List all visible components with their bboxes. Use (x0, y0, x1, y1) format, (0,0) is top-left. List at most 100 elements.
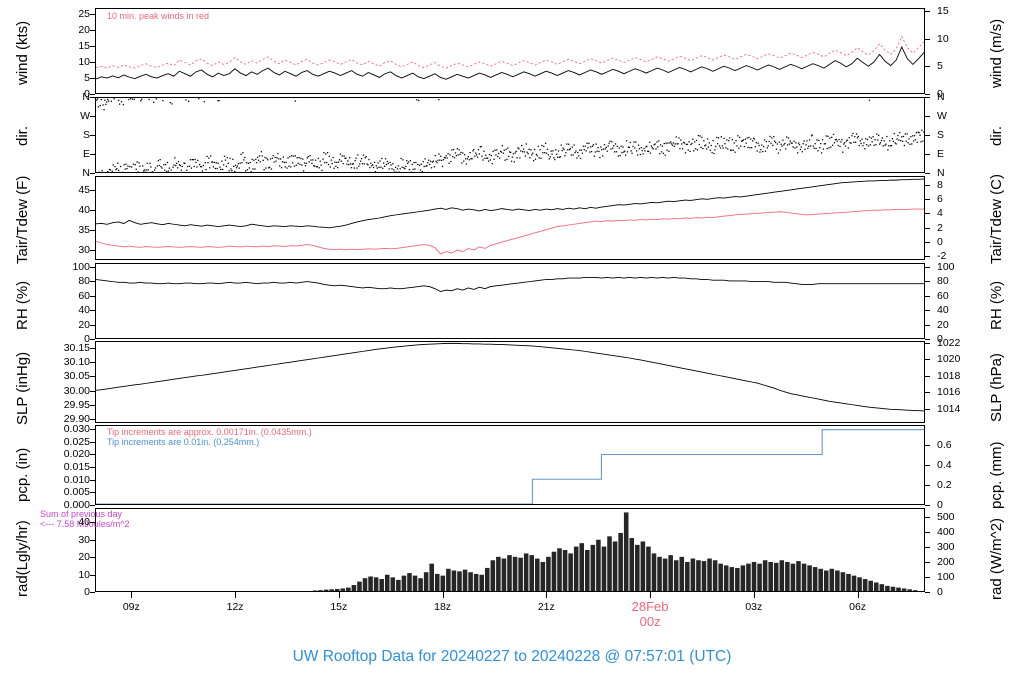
axis-tick-label: 0 (84, 333, 90, 345)
axis-tick-label: 10 (78, 56, 90, 69)
x-axis-tick (442, 592, 444, 598)
axis-tick-label: 40 (78, 204, 90, 216)
axis-tick-mark (90, 116, 95, 117)
axis-tick-mark (925, 135, 930, 136)
pcp-panel (95, 425, 925, 505)
axis-tick-mark (90, 46, 95, 48)
axis-tick-mark (90, 592, 95, 593)
axis-tick-label: 29.95 (63, 398, 90, 411)
axis-tick-label: 0.4 (937, 459, 952, 471)
axis-tick-label: 20 (78, 318, 90, 331)
axis-tick-label: 0 (937, 333, 943, 345)
axis-tick-mark (90, 154, 95, 155)
axis-tick-mark (925, 310, 930, 311)
axis-tick-mark (90, 390, 95, 392)
axis-tick-mark (90, 324, 95, 326)
x-axis-tick (131, 592, 133, 598)
axis-tick-mark (90, 94, 95, 95)
axis-tick-mark (925, 592, 930, 593)
axis-tick-label: 15 (78, 40, 90, 53)
axis-tick-mark (90, 376, 95, 378)
axis-tick-label: 0.2 (937, 479, 952, 491)
dir-plot (96, 98, 924, 172)
axis-tick-label: S (937, 129, 945, 141)
axis-tick-label: 1020 (937, 353, 961, 366)
axis-tick-mark (90, 62, 95, 64)
axis-tick-label: 0 (937, 499, 943, 511)
axis-tick-mark (90, 281, 95, 283)
axis-tick-mark (925, 517, 930, 518)
axis-tick-mark (925, 445, 930, 446)
pcp-left-axis-label: pcp. (in) (14, 447, 31, 503)
x-axis-daybreak-label: 28Feb 00z (615, 599, 685, 630)
axis-tick-label: 30.10 (63, 356, 90, 369)
x-axis-tick (857, 592, 859, 598)
axis-tick-label: 0.025 (63, 435, 90, 448)
axis-tick-mark (90, 454, 95, 456)
axis-tick-label: 15 (937, 4, 949, 17)
rh-trace (96, 276, 924, 292)
axis-tick-mark (90, 230, 95, 231)
axis-tick-mark (90, 557, 95, 558)
axis-tick-label: W (80, 110, 90, 122)
axis-tick-mark (925, 94, 930, 95)
axis-tick-label: 30.15 (63, 342, 90, 355)
axis-tick-mark (925, 38, 930, 40)
daybreak-line1: 28Feb (631, 599, 669, 614)
rh-panel (95, 263, 925, 339)
rad-annotation-line2: <--- 7.58 MJoules/m^2 (40, 519, 130, 529)
axis-tick-mark (90, 522, 95, 523)
axis-tick-label: 100 (937, 260, 955, 273)
axis-tick-mark (925, 66, 930, 68)
axis-tick-mark (925, 173, 930, 174)
axis-tick-label: 20 (78, 24, 90, 37)
rad-left-axis-label: rad(Lgly/hr) (14, 520, 31, 598)
x-axis-tick (753, 592, 755, 598)
dir-right-axis-label: dir. (988, 126, 1005, 147)
axis-tick-label: 5 (937, 60, 943, 73)
axis-tick-label: 30 (78, 533, 90, 546)
axis-tick-label: 0.000 (63, 499, 90, 511)
x-axis-label: 06z (849, 601, 867, 613)
tair-trace (96, 178, 924, 229)
axis-tick-label: 0.020 (63, 448, 90, 461)
axis-tick-label: 40 (78, 516, 90, 528)
slp-right-axis-label: SLP (hPa) (988, 353, 1005, 423)
axis-tick-mark (90, 97, 95, 98)
axis-tick-mark (925, 465, 930, 466)
axis-tick-mark (925, 295, 930, 297)
axis-tick-label: N (937, 91, 945, 103)
rad-annotation-line1: Sum of previous day (40, 509, 123, 519)
rad-bars (312, 512, 918, 591)
axis-tick-label: 0 (84, 88, 90, 100)
pcp-right-axis-label: pcp. (mm) (988, 441, 1005, 509)
x-axis-label: 09z (122, 601, 140, 613)
axis-tick-mark (925, 359, 930, 361)
axis-tick-label: 10 (937, 32, 949, 45)
axis-tick-label: 0 (937, 88, 943, 100)
chart-title: UW Rooftop Data for 20240227 to 20240228… (292, 648, 732, 665)
temp-right-axis-label: Tair/Tdew (C) (988, 173, 1005, 264)
axis-tick-label: 0.015 (63, 460, 90, 473)
x-axis-tick (235, 592, 237, 598)
axis-tick-mark (925, 547, 930, 548)
axis-tick-label: E (937, 148, 945, 160)
axis-tick-label: N (937, 167, 945, 179)
axis-tick-label: 0.6 (937, 439, 952, 451)
axis-tick-label: 4 (937, 207, 943, 220)
axis-tick-label: S (82, 129, 90, 141)
axis-tick-label: N (82, 91, 90, 103)
axis-tick-label: 1016 (937, 386, 961, 399)
temp-plot (96, 178, 924, 255)
axis-tick-label: 2 (937, 221, 943, 234)
axis-tick-label: 300 (937, 541, 955, 553)
axis-tick-mark (90, 295, 95, 297)
axis-tick-mark (90, 250, 95, 251)
axis-tick-label: 1018 (937, 369, 961, 382)
axis-tick-mark (925, 562, 930, 563)
axis-tick-label: 30 (78, 244, 90, 256)
axis-tick-label: 0 (84, 586, 90, 598)
axis-tick-mark (925, 184, 930, 186)
axis-tick-label: 0.005 (63, 486, 90, 499)
axis-tick-label: 80 (937, 275, 949, 288)
